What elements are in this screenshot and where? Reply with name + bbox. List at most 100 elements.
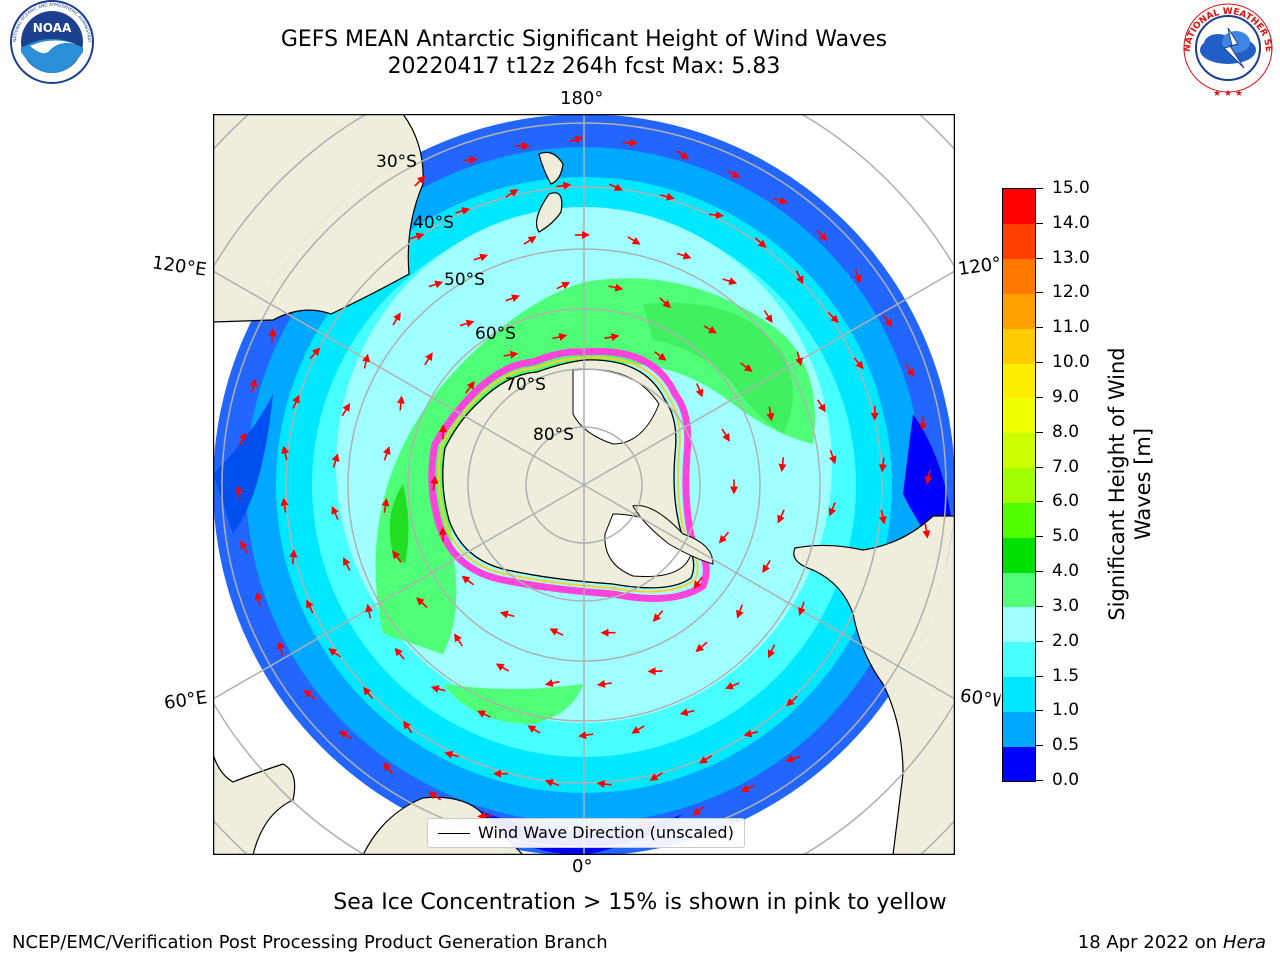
wave-direction-arrow [392, 312, 401, 326]
colorbar-tick-label: 4.0 [1052, 561, 1080, 582]
wave-direction-arrow [762, 559, 771, 574]
new-zealand-south [538, 151, 564, 185]
wave-direction-arrow [922, 523, 931, 539]
wave-direction-arrow [477, 710, 491, 718]
wave-direction-arrow [428, 280, 444, 289]
wave-direction-arrow [552, 333, 568, 341]
colorbar-segment [1003, 293, 1035, 329]
wave-direction-arrow [477, 812, 493, 821]
wave-direction-arrow [797, 601, 806, 616]
colorbar-tick-label: 14.0 [1052, 212, 1090, 233]
wave-direction-arrow [703, 325, 717, 334]
lon-label-120e: 120°E [150, 252, 208, 281]
wave-direction-arrow [718, 531, 730, 544]
wave-direction-arrow [817, 399, 826, 413]
wave-direction-arrow [767, 644, 776, 659]
wave-direction-arrow [853, 268, 862, 284]
wave-direction-arrow [403, 720, 413, 734]
wave-direction-arrow [740, 784, 755, 793]
lon-label-60e: 60°E [162, 687, 209, 714]
graticule [213, 114, 955, 855]
wave-direction-arrow [556, 181, 572, 190]
wave-direction-arrow [654, 351, 667, 361]
wave-direction-arrow [495, 663, 510, 672]
wave-direction-arrow [328, 648, 341, 658]
wave-direction-arrow [392, 550, 402, 563]
wave-direction-arrow [414, 175, 426, 187]
wave-direction-arrow [544, 779, 560, 787]
wave-direction-arrow [254, 591, 263, 607]
wave-direction-arrow [505, 294, 520, 303]
wave-direction-arrow [785, 754, 801, 763]
wave-direction-arrow [924, 469, 933, 485]
wave-direction-arrow [461, 575, 474, 586]
sea-ice-note: Sea Ice Concentration > 15% is shown in … [333, 890, 947, 915]
vector-legend: Wind Wave Direction (unscaled) [427, 818, 745, 848]
colorbar-segment [1003, 502, 1035, 538]
wave-direction-arrow [608, 283, 624, 292]
wave-direction-arrow [773, 196, 788, 205]
wave-direction-arrow [416, 597, 428, 608]
wave-direction-arrow [365, 603, 373, 619]
colorbar-tick-label: 12.0 [1052, 282, 1090, 303]
wave-direction-arrow [499, 610, 515, 619]
wave-direction-arrow [238, 432, 247, 446]
noaa-text: NOAA [33, 21, 72, 35]
colorbar-tick [1035, 396, 1043, 398]
colorbar-tick [1035, 745, 1043, 747]
wave-direction-arrow [708, 211, 724, 220]
wave-direction-arrow [695, 383, 704, 398]
colorbar-tick [1035, 292, 1043, 294]
wave-direction-arrow [462, 155, 478, 164]
wave-direction-arrow [736, 604, 744, 619]
wave-direction-arrow [743, 729, 759, 738]
colorbar-tick [1035, 710, 1043, 712]
colorbar-tick [1035, 675, 1043, 677]
colorbar-segment [1003, 328, 1035, 364]
colorbar-tick-label: 11.0 [1052, 317, 1090, 338]
lon-label-120w: 120°W [956, 253, 1004, 280]
credit-line: NCEP/EMC/Verification Post Processing Pr… [12, 932, 608, 953]
wave-direction-arrow [289, 549, 298, 565]
wave-direction-arrow [240, 540, 249, 554]
wave-direction-arrow [627, 236, 641, 245]
wave-direction-arrow [692, 805, 705, 816]
wave-direction-arrow [363, 686, 374, 699]
colorbar [1002, 188, 1036, 782]
polar-map [213, 114, 955, 855]
colorbar-tick-label: 13.0 [1052, 247, 1090, 268]
wave-direction-arrow [235, 485, 243, 501]
lon-label-60w: 60°W [958, 685, 1002, 712]
wave-direction-arrow [503, 350, 519, 359]
wave-direction-arrow [556, 282, 571, 290]
wave-direction-arrow [905, 364, 915, 377]
colorbar-tick [1035, 571, 1043, 573]
wave-direction-arrow [766, 406, 775, 422]
legend-text: Wind Wave Direction (unscaled) [478, 823, 734, 842]
colorbar-tick-label: 9.0 [1052, 386, 1080, 407]
wave-direction-arrow [795, 270, 804, 285]
wave-direction-arrow [394, 647, 405, 660]
lon-label-180: 180° [560, 88, 604, 109]
wave-direction-arrow [676, 150, 689, 160]
colorbar-tick-label: 10.0 [1052, 352, 1090, 373]
lat-label-70s: 70°S [505, 375, 546, 395]
wave-direction-arrow [309, 347, 321, 360]
title-line-1: GEFS MEAN Antarctic Significant Height o… [280, 27, 888, 52]
lat-label-30s: 30°S [376, 152, 417, 172]
wave-direction-arrow [438, 526, 447, 542]
wave-direction-arrow [409, 232, 425, 241]
colorbar-tick-label: 7.0 [1052, 456, 1080, 477]
wave-direction-arrow [649, 772, 663, 781]
wave-direction-arrow [396, 395, 405, 411]
wave-direction-arrow [453, 633, 463, 647]
national-weather-service-logo: NATIONAL WEATHER SERVICE ★ ★ ★ [1176, 0, 1273, 99]
wave-direction-arrow [596, 780, 612, 788]
colorbar-tick [1035, 605, 1043, 607]
wave-direction-arrow [878, 509, 887, 525]
colorbar-tick-label: 6.0 [1052, 491, 1080, 512]
wave-direction-arrow [268, 327, 277, 343]
wave-direction-arrow [879, 457, 887, 473]
wave-direction-arrow [306, 599, 314, 614]
wave-direction-arrow [276, 640, 285, 656]
